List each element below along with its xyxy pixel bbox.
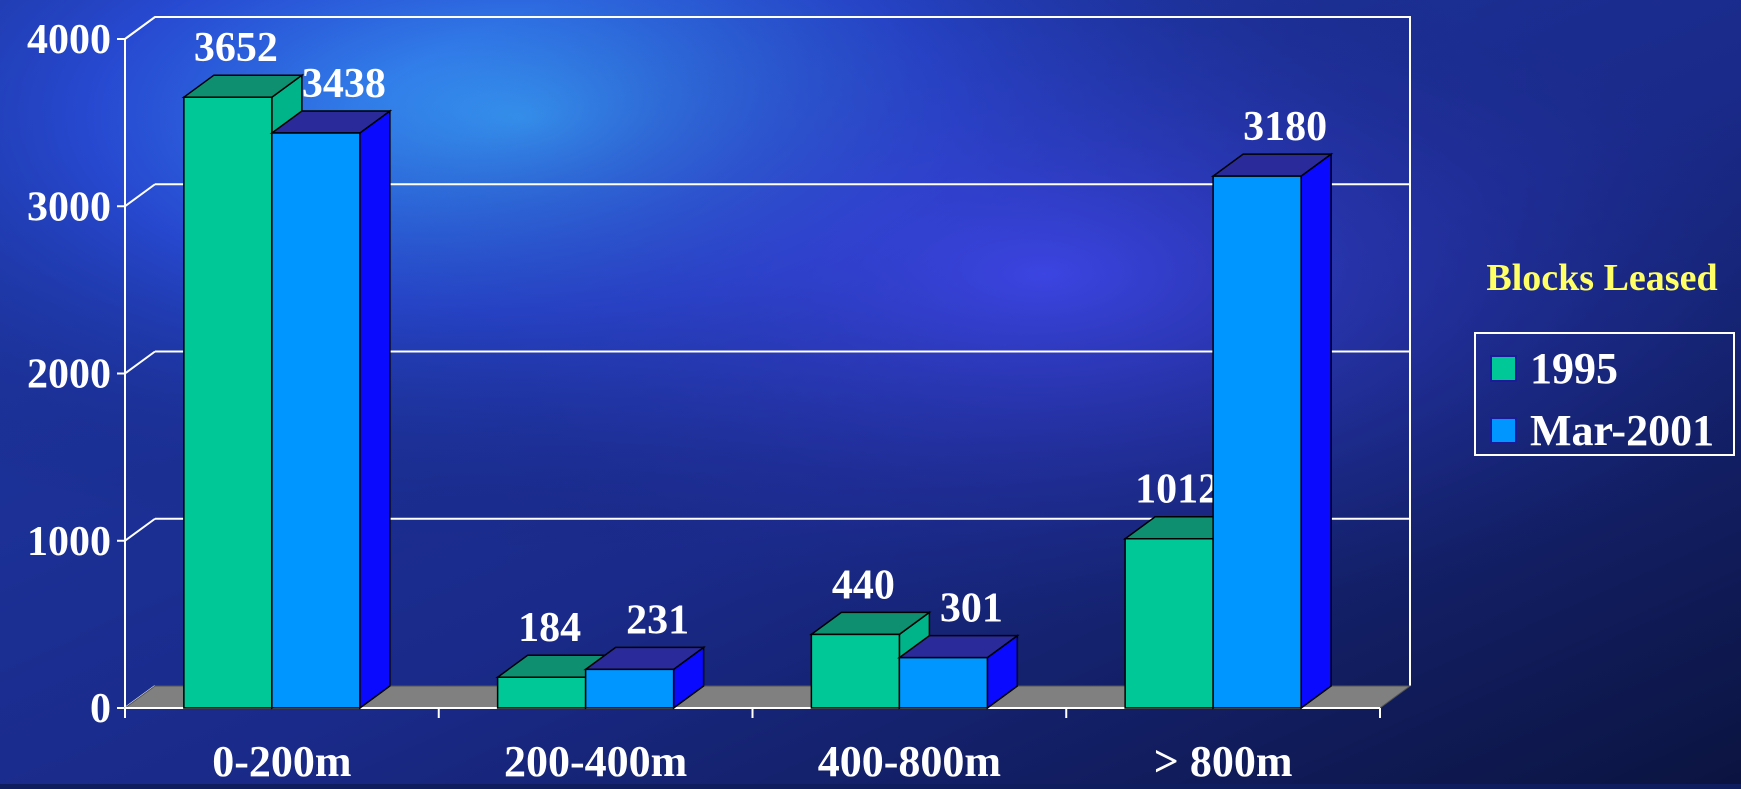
data-label: 3180: [1243, 104, 1327, 150]
data-label: 231: [626, 597, 689, 643]
x-tick-label: 0-200m: [212, 737, 351, 784]
y-tick-label: 2000: [27, 352, 111, 398]
y-tick-label: 4000: [27, 17, 111, 63]
bar: [584, 668, 675, 709]
legend-label-mar-2001: Mar-2001: [1530, 406, 1714, 455]
bar: [1212, 175, 1302, 709]
side-wall-tick: [124, 183, 156, 208]
legend-box: [1474, 332, 1735, 456]
bar-side: [1300, 152, 1332, 710]
x-tick-label: 200-400m: [504, 737, 687, 784]
y-tick-label: 3000: [27, 184, 111, 230]
legend-title: Blocks Leased: [1486, 257, 1717, 299]
bar-side: [359, 109, 391, 710]
x-tick-label: 400-800m: [818, 737, 1001, 784]
bar: [496, 676, 587, 709]
bar: [898, 656, 989, 709]
data-label: 1012: [1135, 467, 1219, 513]
legend-label-1995: 1995: [1530, 344, 1618, 393]
bar: [810, 633, 901, 709]
data-label: 3652: [194, 25, 278, 71]
side-wall-tick: [124, 16, 156, 40]
data-label: 3438: [302, 61, 386, 107]
legend-swatch-1995: [1490, 355, 1517, 382]
data-label: 301: [940, 586, 1003, 632]
legend: Blocks Leased 1995 Mar-2001: [1474, 257, 1735, 456]
side-wall-tick: [124, 350, 156, 375]
bar: [183, 96, 273, 709]
data-label: 184: [518, 605, 581, 651]
data-label: 440: [832, 562, 895, 608]
x-tick-label: > 800m: [1154, 737, 1293, 784]
y-tick-label: 0: [90, 686, 111, 732]
bar: [271, 132, 361, 709]
side-wall-tick: [124, 517, 156, 542]
plot-area: 0 1000 2000 3000 4000 0-200m 3652 3438 200-400m 1…: [27, 16, 1412, 786]
legend-swatch-mar-2001: [1490, 417, 1517, 444]
y-tick-label: 1000: [27, 519, 111, 565]
bar: [1124, 537, 1214, 709]
